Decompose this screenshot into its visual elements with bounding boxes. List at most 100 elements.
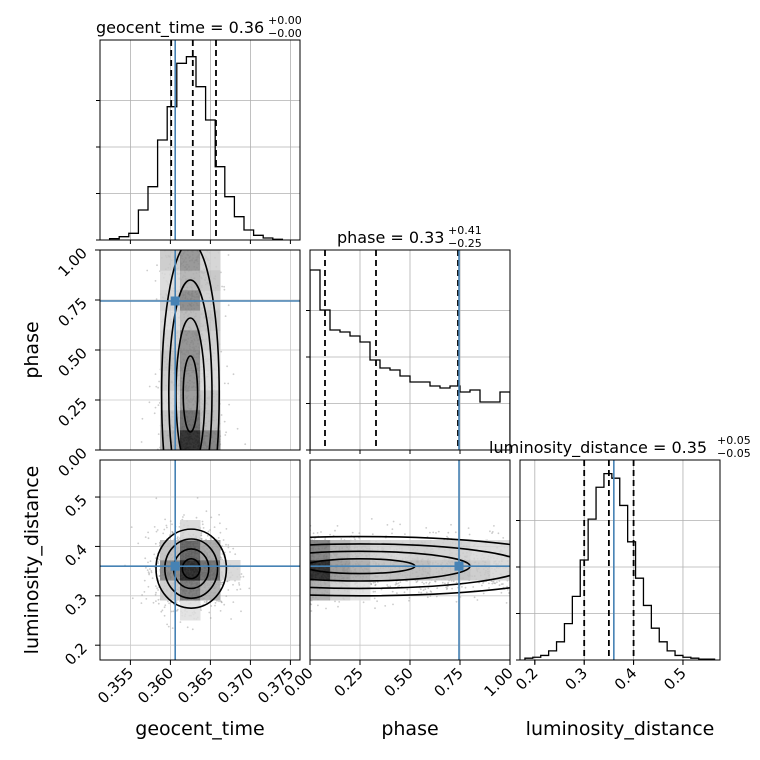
panel-geocent_time-vs-luminosity_distance (99, 459, 301, 661)
sample-point (493, 582, 496, 585)
x-tick-label: 1.00 (480, 664, 516, 700)
sample-point (338, 601, 341, 603)
sample-point (220, 350, 223, 353)
sample-point (435, 595, 438, 598)
density-cell (200, 250, 221, 271)
sample-point (218, 600, 220, 603)
panel-content (310, 460, 510, 660)
y-axis-label-phase: phase (21, 321, 43, 378)
density-cell (390, 560, 411, 581)
sample-point (461, 586, 463, 588)
sample-point (391, 590, 394, 593)
sample-point (454, 531, 457, 534)
panel-frame (99, 39, 301, 241)
sample-point (220, 414, 223, 416)
sample-point (450, 523, 452, 526)
sample-point (398, 584, 401, 587)
sample-point (179, 621, 182, 623)
sample-point (445, 588, 448, 591)
y-tick-label: 0.00 (54, 444, 90, 480)
sample-point (157, 602, 160, 605)
density-cell (350, 580, 371, 601)
sample-point (391, 528, 394, 531)
sample-point (149, 568, 151, 570)
sample-point (157, 404, 160, 406)
sample-point (473, 596, 476, 599)
sample-point (217, 537, 220, 539)
sample-point (437, 530, 440, 533)
sample-point (160, 610, 163, 613)
sample-point (396, 592, 398, 594)
sample-point (168, 602, 171, 605)
sample-point (150, 571, 153, 574)
sample-point (148, 385, 151, 388)
sample-point (490, 580, 493, 582)
sample-point (149, 560, 152, 562)
luminosity-distance-title-upper: +0.05 (717, 434, 751, 447)
geocent-time-title-lower: −0.00 (268, 27, 302, 40)
y-tick-label: 0.50 (54, 344, 90, 380)
sample-point (141, 417, 144, 420)
sample-point (489, 530, 491, 533)
sample-point (154, 280, 157, 282)
sample-point (236, 588, 239, 591)
density-cell (160, 390, 181, 411)
sample-point (435, 532, 437, 534)
sample-point (432, 531, 435, 534)
sample-point (459, 596, 462, 598)
sample-point (177, 538, 180, 541)
sample-point (223, 288, 226, 291)
sample-point (166, 526, 168, 529)
sample-point (320, 531, 322, 533)
sample-point (238, 584, 241, 586)
sample-point (428, 581, 431, 584)
sample-point (220, 583, 223, 586)
sample-point (154, 373, 157, 375)
sample-point (148, 573, 151, 576)
sample-point (155, 298, 158, 301)
sample-point (171, 523, 173, 526)
density-cell (200, 310, 221, 331)
y-tick-label: 0.5 (61, 491, 91, 521)
sample-point (362, 601, 365, 604)
sample-point (155, 585, 157, 587)
density-cell (180, 310, 201, 331)
density-cell (200, 390, 221, 411)
density-cell (200, 560, 221, 581)
sample-point (219, 531, 222, 534)
geocent-time-title-upper: +0.00 (268, 14, 302, 27)
x-tick-label: 0.370 (214, 664, 257, 707)
sample-point (186, 626, 189, 629)
panel-content (100, 460, 300, 660)
sample-point (232, 373, 235, 376)
sample-point (195, 516, 198, 519)
sample-point (224, 315, 227, 317)
sample-point (220, 557, 223, 559)
sample-point (497, 532, 500, 535)
x-tick-label: 0.3 (561, 664, 591, 694)
x-axis-label-luminosity-distance: luminosity_distance (526, 718, 715, 740)
sample-point (154, 542, 157, 545)
density-cell (180, 250, 201, 271)
sample-point (387, 585, 389, 588)
sample-point (164, 518, 167, 521)
density-cell (160, 370, 181, 391)
sample-point (228, 403, 231, 406)
sample-point (425, 591, 428, 594)
sample-point (467, 527, 470, 529)
sample-point (482, 592, 485, 595)
density-cell (200, 410, 221, 431)
sample-point (373, 597, 376, 600)
histogram-phase (306, 249, 511, 454)
sample-point (227, 589, 230, 591)
x-tick-label: 0.75 (430, 664, 466, 700)
sample-point (351, 531, 354, 534)
sample-point (447, 531, 450, 534)
sample-point (223, 382, 226, 385)
density-cell (200, 350, 221, 371)
sample-point (232, 583, 234, 586)
y-tick-label: 0.4 (61, 541, 91, 571)
sample-point (191, 628, 194, 631)
sample-point (155, 497, 158, 500)
sample-point (232, 601, 235, 603)
